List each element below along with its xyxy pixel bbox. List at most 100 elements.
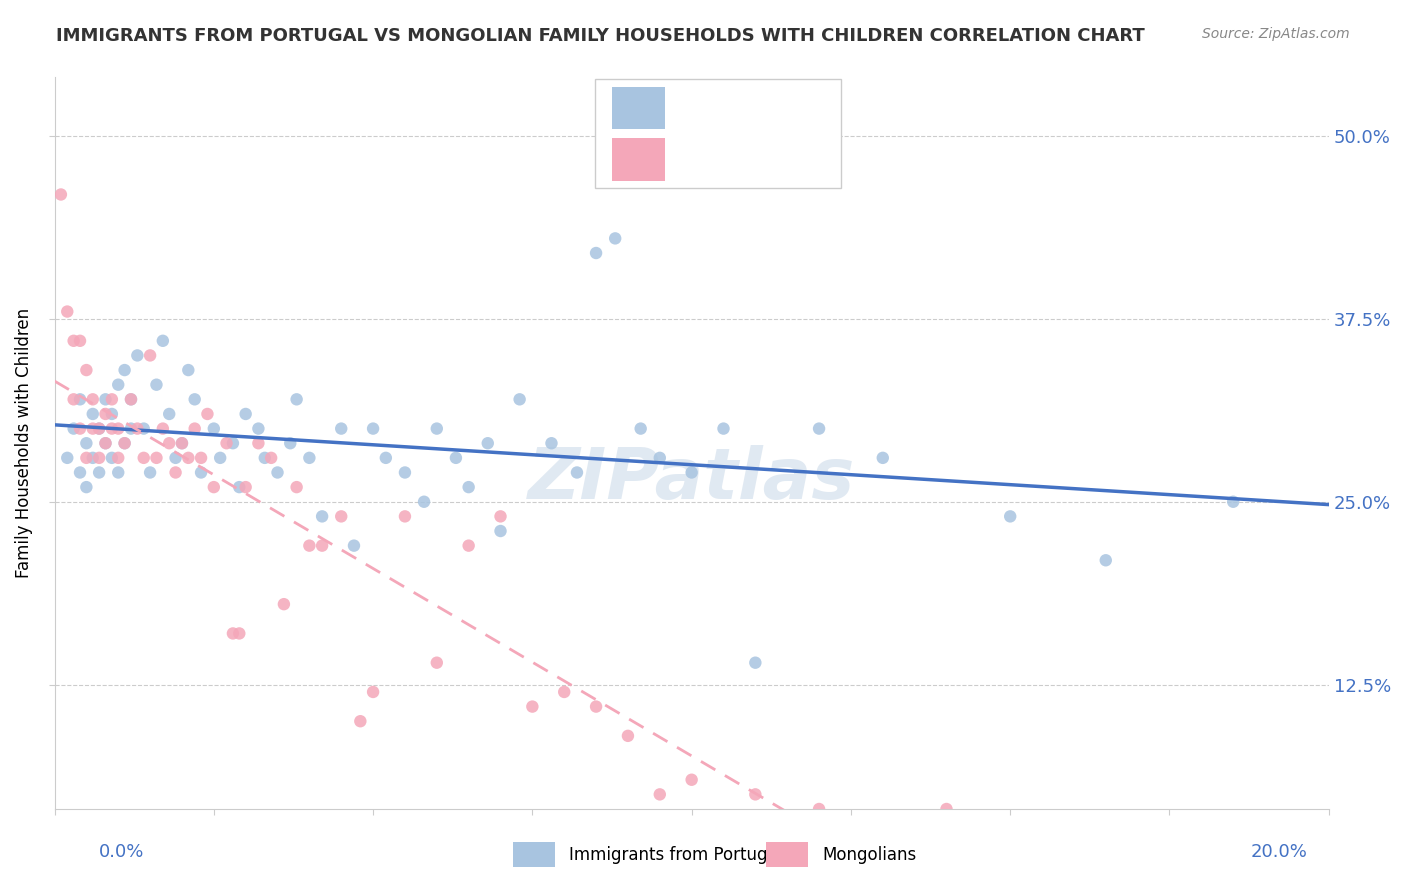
Point: [89, 421, 111, 435]
Point: [278, 436, 301, 450]
Point: [89, 450, 111, 465]
Point: [69, 466, 91, 480]
Point: [202, 421, 225, 435]
Point: [273, 597, 295, 611]
Text: 20.0%: 20.0%: [1251, 843, 1308, 861]
Point: [489, 524, 512, 538]
Point: [82, 407, 104, 421]
Point: [101, 407, 124, 421]
Point: [235, 407, 257, 421]
Point: [394, 466, 416, 480]
Point: [62, 334, 84, 348]
Point: [540, 436, 562, 450]
Text: R =: R =: [676, 151, 713, 169]
Point: [190, 466, 212, 480]
Point: [139, 348, 162, 362]
Point: [94, 436, 117, 450]
Point: [553, 685, 575, 699]
Point: [509, 392, 531, 407]
Point: [114, 363, 136, 377]
Point: [222, 436, 245, 450]
Point: [648, 450, 671, 465]
Text: 0.0%: 0.0%: [98, 843, 143, 861]
Point: [426, 656, 449, 670]
Point: [681, 466, 703, 480]
Point: [157, 436, 180, 450]
Point: [177, 363, 200, 377]
Point: [75, 363, 97, 377]
Point: [197, 407, 219, 421]
Point: [82, 421, 104, 435]
Text: Immigrants from Portugal: Immigrants from Portugal: [569, 846, 783, 863]
Y-axis label: Family Households with Children: Family Households with Children: [15, 308, 32, 578]
Point: [152, 334, 174, 348]
Point: [285, 480, 308, 494]
Point: [62, 421, 84, 435]
Point: [235, 480, 257, 494]
Point: [808, 802, 831, 816]
Point: [228, 480, 250, 494]
Text: 69: 69: [792, 99, 814, 117]
Point: [152, 421, 174, 435]
Point: [330, 421, 353, 435]
Point: [343, 539, 366, 553]
Point: [311, 509, 333, 524]
Point: [114, 436, 136, 450]
Point: [457, 539, 479, 553]
Point: [285, 392, 308, 407]
Point: [565, 466, 588, 480]
Point: [89, 421, 111, 435]
Point: [617, 729, 640, 743]
Point: [69, 421, 91, 435]
Point: [394, 509, 416, 524]
Point: [75, 450, 97, 465]
Point: [62, 392, 84, 407]
Point: [75, 436, 97, 450]
Point: [56, 450, 79, 465]
Point: [101, 450, 124, 465]
Point: [585, 699, 607, 714]
Point: [1222, 494, 1244, 508]
Point: [114, 436, 136, 450]
Point: [101, 421, 124, 435]
Point: [374, 450, 396, 465]
Point: [298, 450, 321, 465]
Text: 59: 59: [792, 151, 814, 169]
Point: [94, 392, 117, 407]
Point: [457, 480, 479, 494]
Point: [209, 450, 232, 465]
Point: [120, 392, 142, 407]
Point: [56, 304, 79, 318]
Point: [94, 436, 117, 450]
Point: [127, 348, 149, 362]
Point: [808, 421, 831, 435]
Point: [120, 392, 142, 407]
Text: Mongolians: Mongolians: [823, 846, 917, 863]
Point: [361, 685, 384, 699]
Point: [69, 392, 91, 407]
Point: [228, 626, 250, 640]
Point: [69, 334, 91, 348]
Point: [744, 788, 766, 802]
Point: [94, 407, 117, 421]
Point: [120, 421, 142, 435]
Point: [477, 436, 499, 450]
Text: N =: N =: [766, 99, 803, 117]
Point: [444, 450, 467, 465]
Point: [522, 699, 544, 714]
Point: [49, 187, 72, 202]
Point: [132, 421, 155, 435]
Point: [260, 450, 283, 465]
Point: [998, 509, 1021, 524]
Point: [82, 450, 104, 465]
Point: [170, 436, 193, 450]
Point: [361, 421, 384, 435]
Point: [489, 509, 512, 524]
Point: [253, 450, 276, 465]
Point: [630, 421, 652, 435]
Point: [1094, 553, 1116, 567]
Point: [107, 377, 129, 392]
Point: [89, 466, 111, 480]
Point: [202, 480, 225, 494]
Point: [713, 421, 735, 435]
